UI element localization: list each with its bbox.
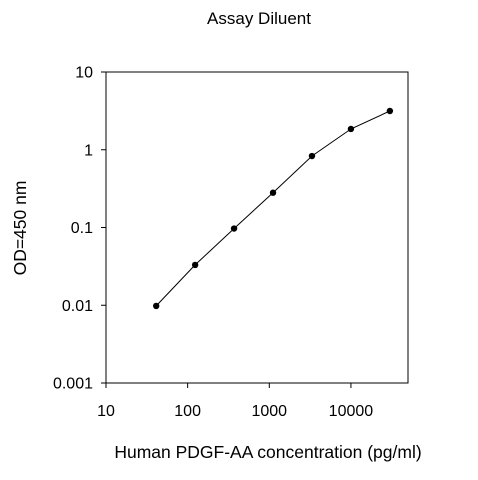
- chart-title: Assay Diluent: [207, 9, 311, 28]
- data-point: [308, 152, 316, 160]
- x-tick-label: 1000: [251, 403, 287, 420]
- data-point: [347, 125, 355, 133]
- plot-frame: [105, 71, 409, 384]
- y-tick-label: 0.1: [71, 220, 93, 237]
- x-tick-label: 10000: [329, 403, 374, 420]
- data-point: [269, 189, 277, 196]
- y-tick-label: 0.001: [53, 376, 93, 393]
- x-tick-label: 100: [174, 403, 201, 420]
- y-tick-label: 1: [84, 142, 93, 159]
- data-point: [230, 225, 238, 232]
- data-point: [191, 261, 199, 269]
- data-point: [153, 302, 160, 310]
- data-point: [386, 107, 394, 115]
- x-axis: 10 100 1000 10000: [97, 383, 373, 420]
- series-1: [153, 107, 394, 310]
- y-tick-label: 10: [75, 65, 93, 82]
- y-axis-label: OD=450 nm: [10, 181, 30, 276]
- y-tick-label: 0.01: [62, 298, 93, 315]
- x-tick-label: 10: [97, 403, 115, 420]
- x-axis-label: Human PDGF-AA concentration (pg/ml): [114, 442, 421, 462]
- y-axis: 0.001 0.01 0.1 1 10: [53, 65, 106, 393]
- series-line: [155, 110, 391, 307]
